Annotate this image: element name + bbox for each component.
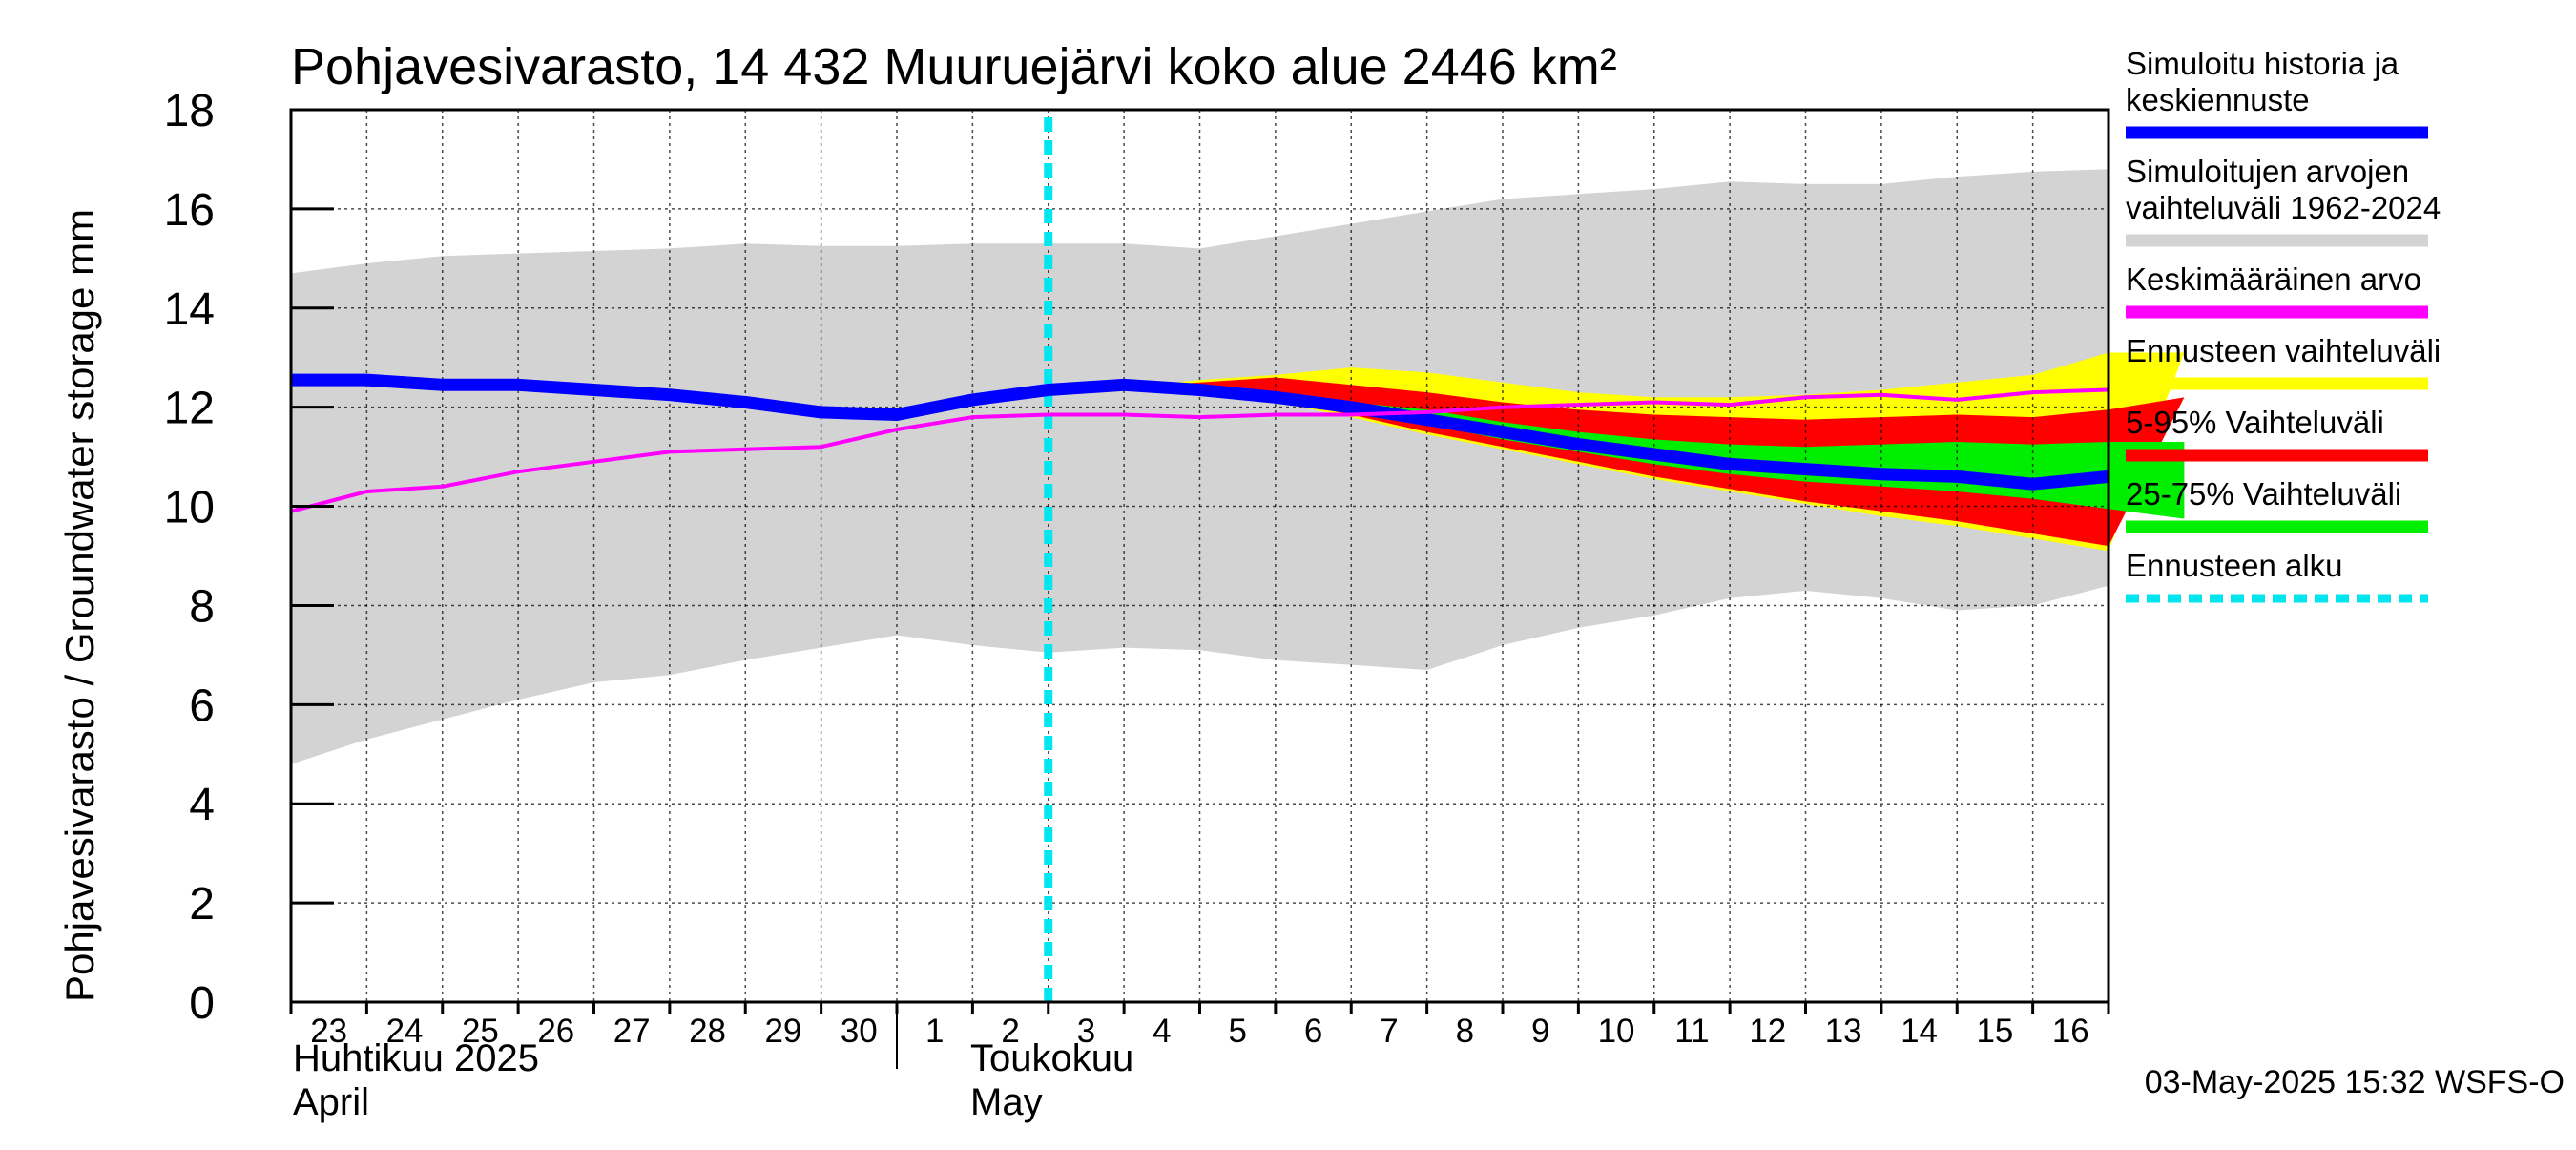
x-tick-label: 23 xyxy=(310,1013,347,1050)
legend-label-1: Simuloitujen arvojen xyxy=(2126,154,2409,189)
median-forecast-line xyxy=(291,373,2109,491)
x-tick-label: 27 xyxy=(613,1013,651,1050)
legend-label-3: Ennusteen vaihteluväli xyxy=(2126,333,2441,368)
x-tick-label: 9 xyxy=(1531,1013,1549,1050)
y-tick-label: 8 xyxy=(189,581,215,632)
x-tick-label: 29 xyxy=(764,1013,801,1050)
y-tick-label: 2 xyxy=(189,879,215,930)
x-tick-label: 28 xyxy=(689,1013,726,1050)
legend-label-2: Keskimääräinen arvo xyxy=(2126,261,2421,297)
month-label-may-en: May xyxy=(970,1081,1043,1123)
x-tick-label: 11 xyxy=(1674,1013,1709,1050)
legend-label-5: 25-75% Vaihteluväli xyxy=(2126,476,2401,512)
y-axis-label: Pohjavesivarasto / Groundwater storage m… xyxy=(57,209,102,1002)
x-tick-label: 3 xyxy=(1077,1013,1095,1050)
x-tick-label: 25 xyxy=(462,1013,499,1050)
x-tick-label: 10 xyxy=(1598,1013,1635,1050)
x-tick-label: 26 xyxy=(537,1013,574,1050)
month-label-may-fi: Toukokuu xyxy=(970,1037,1133,1079)
x-tick-label: 16 xyxy=(2052,1013,2089,1050)
y-tick-label: 10 xyxy=(164,483,215,533)
legend-label-4: 5-95% Vaihteluväli xyxy=(2126,405,2384,440)
legend-label-6: Ennusteen alku xyxy=(2126,548,2343,583)
x-tick-label: 24 xyxy=(386,1013,424,1050)
x-tick-label: 12 xyxy=(1749,1013,1786,1050)
x-tick-label: 13 xyxy=(1825,1013,1862,1050)
legend-label-0: keskiennuste xyxy=(2126,82,2310,117)
x-tick-label: 7 xyxy=(1380,1013,1398,1050)
y-tick-label: 0 xyxy=(189,978,215,1029)
legend-label-1: vaihteluväli 1962-2024 xyxy=(2126,190,2441,225)
month-label-april-fi: Huhtikuu 2025 xyxy=(293,1037,539,1079)
x-tick-label: 30 xyxy=(841,1013,878,1050)
y-tick-label: 4 xyxy=(189,780,215,830)
chart-title: Pohjavesivarasto, 14 432 Muuruejärvi kok… xyxy=(291,38,1617,95)
mean-value-line xyxy=(290,387,2109,513)
month-label-april-en: April xyxy=(293,1081,369,1123)
series-lines xyxy=(290,117,2109,1002)
x-tick-label: 5 xyxy=(1228,1013,1246,1050)
y-tick-label: 12 xyxy=(164,384,215,434)
axes xyxy=(289,108,2110,1069)
footer-timestamp: 03-May-2025 15:32 WSFS-O xyxy=(2145,1064,2565,1100)
x-tick-label: 4 xyxy=(1153,1013,1171,1050)
legend-label-0: Simuloitu historia ja xyxy=(2126,46,2399,81)
x-tick-label: 15 xyxy=(1976,1013,2013,1050)
x-tick-label: 8 xyxy=(1456,1013,1474,1050)
y-tick-label: 16 xyxy=(164,185,215,236)
x-tick-label: 1 xyxy=(925,1013,944,1050)
x-tick-label: 2 xyxy=(1001,1013,1019,1050)
x-tick-label: 6 xyxy=(1304,1013,1322,1050)
x-tick-label: 14 xyxy=(1901,1013,1938,1050)
y-tick-label: 18 xyxy=(164,86,215,136)
y-tick-label: 14 xyxy=(164,284,215,335)
y-tick-label: 6 xyxy=(189,680,215,731)
range-bands xyxy=(291,169,2185,764)
